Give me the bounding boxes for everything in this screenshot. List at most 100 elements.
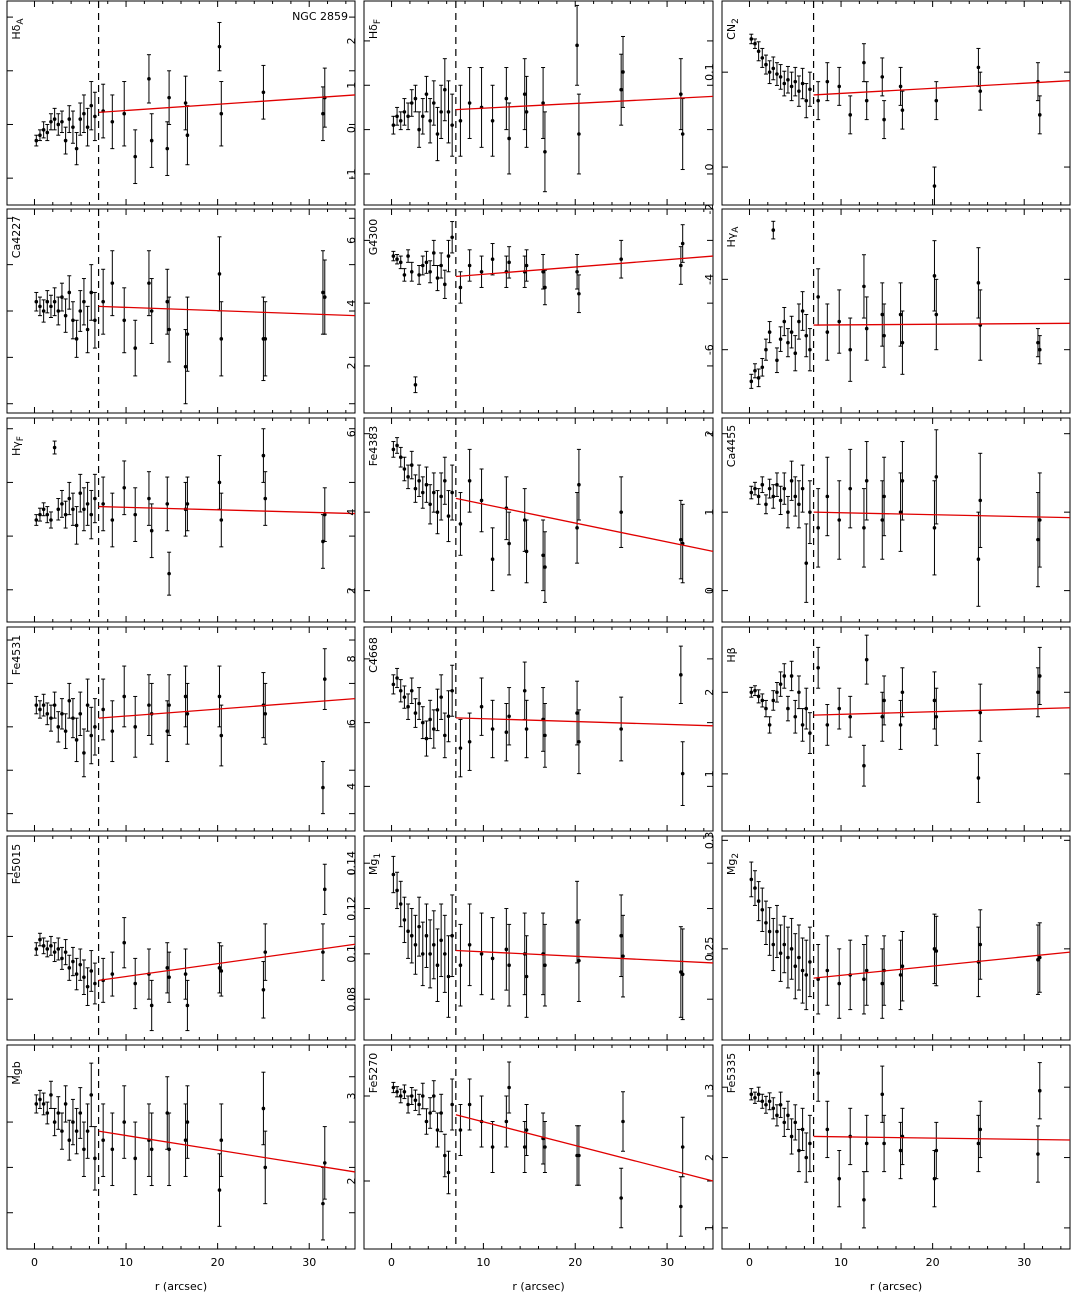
data-point [165,502,170,506]
y-tick-label: 0 [703,164,716,171]
data-point [74,523,79,528]
data-point [789,84,794,89]
data-point [93,114,97,119]
data-point [864,98,869,103]
y-axis-label: HγA [725,226,741,248]
data-point [786,340,790,345]
data-point [808,1141,812,1146]
data-point [428,717,432,722]
data-point [217,694,222,699]
data-point [864,968,869,973]
data-point [56,725,61,729]
data-point [1037,674,1042,678]
y-tick-label: 0 [345,126,358,133]
data-point [458,746,463,750]
data-point [458,522,463,526]
y-axis-label: Fe5270 [367,1053,380,1094]
data-point [800,486,805,491]
data-point [467,1102,472,1107]
panel-frame [6,1044,356,1250]
data-point [89,733,94,738]
y-axis-label: Fe5015 [10,844,23,885]
data-point [458,285,463,290]
data-point [577,482,581,487]
data-point [420,263,425,268]
y-axis-label: Ca4455 [725,425,738,467]
data-point [45,712,50,716]
y-tick-label: 1.5 [0,256,1,274]
data-point [34,703,39,707]
data-point [976,65,981,70]
fit-line [813,1135,1071,1141]
y-tick-label: 0 [703,587,716,594]
data-point [543,565,547,569]
data-point [782,486,787,491]
data-point [435,132,440,136]
panel-frame [721,835,1071,1041]
data-point [797,502,801,507]
data-point [932,526,937,530]
data-point [217,480,222,485]
data-point [760,1099,765,1104]
data-point [804,973,809,977]
y-tick-label: 0.08 [345,987,358,1012]
data-point [467,739,472,744]
y-axis-label: Ca4227 [10,216,23,258]
data-point [543,149,547,154]
panel-frame [721,208,1071,414]
data-point [71,318,75,323]
data-point [432,101,436,105]
data-point [413,382,418,387]
data-point [934,1148,939,1153]
data-point [976,1141,981,1146]
data-point [167,571,171,576]
data-point [619,1196,623,1200]
data-point [446,514,451,518]
x-tick-label: 0 [746,1256,753,1269]
data-point [753,368,757,373]
x-axis-label: r (arcsec) [155,1280,207,1293]
data-point [424,736,429,741]
data-point [767,929,772,934]
data-point [402,918,407,922]
data-point [543,285,547,290]
data-point [793,494,798,499]
y-tick-label: 2 [703,1154,716,1161]
data-point [679,673,683,677]
y-tick-label: -3 [0,584,1,595]
data-point [41,507,46,512]
data-point [789,330,794,334]
data-point [900,108,905,112]
data-point [932,184,937,188]
data-point [63,729,68,733]
data-point [49,716,53,720]
data-point [391,682,396,687]
data-point [793,1120,798,1125]
data-point [321,785,325,790]
data-point [507,714,511,719]
panel-16: 3 3.5 4 4.5 Mgb 0 10 20 30 r (arcsec) [0,1044,356,1293]
data-point [219,733,224,738]
data-point [435,963,440,967]
data-point [78,309,83,313]
x-tick-label: 10 [119,1256,133,1269]
data-point [848,113,853,117]
data-point [882,698,886,703]
data-point [808,731,812,735]
data-point [417,273,421,277]
panel-14: 0.08 0.1 0.12 0.14 Mg1 [345,835,714,1041]
data-point [786,955,790,960]
data-point [63,138,68,143]
data-point [749,690,754,695]
data-point [110,119,115,124]
data-point [56,1111,61,1115]
data-point [74,1129,79,1133]
data-point [680,241,685,246]
fit-line [813,951,1071,979]
data-point [56,122,61,127]
data-point [467,263,472,268]
panel-6: -6 -4 -2 HγA [703,204,1071,414]
data-point [775,690,779,695]
data-point [167,975,171,980]
data-point [753,486,757,491]
